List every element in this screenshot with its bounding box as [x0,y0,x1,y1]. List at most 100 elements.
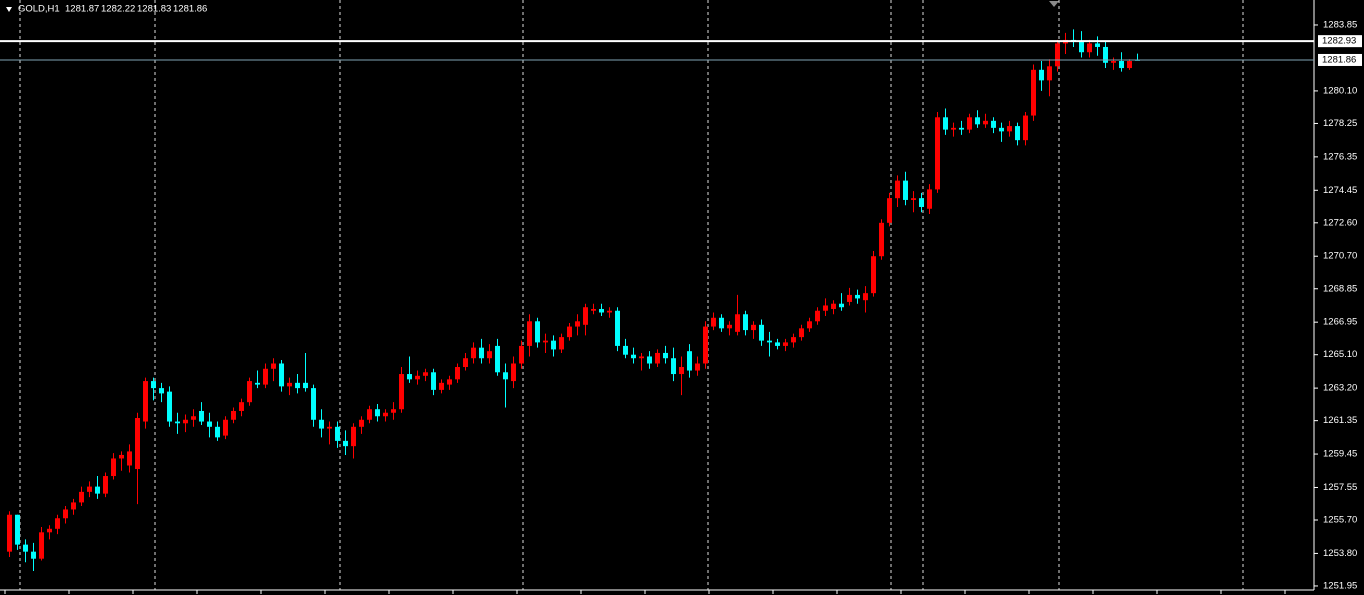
candle-body [175,421,180,424]
candle-body [439,382,444,390]
candle-body [367,409,372,420]
y-tick-label: 1283.85 [1323,19,1357,30]
y-tick-label: 1259.45 [1323,449,1357,460]
candle-body [1047,66,1052,81]
candle-body [239,402,244,411]
candle-body [431,372,436,390]
y-tick-label: 1265.10 [1323,349,1357,360]
candle-body [975,117,980,125]
candle-body [623,345,628,355]
candle-body [471,347,476,359]
candle-body [247,381,252,403]
candle-body [7,514,12,552]
candle-body [311,388,316,420]
candle-body [583,307,588,325]
candle-body [615,310,620,346]
candle-body [1119,61,1124,69]
symbol-label: GOLD,H1 [18,4,60,15]
candle-body [863,293,868,301]
candle-body [559,337,564,350]
candle-body [631,354,636,359]
candle-body [1095,43,1100,47]
candle-body [287,382,292,387]
candle-body [111,458,116,477]
candle-body [663,352,668,359]
candle-body [759,324,764,341]
candle-body [423,372,428,376]
y-tick-label: 1263.20 [1323,383,1357,394]
y-tick-label: 1274.45 [1323,185,1357,196]
candle-body [1023,115,1028,141]
candle-body [167,391,172,422]
candle-body [543,340,548,343]
open-value: 1281.87 [65,4,99,15]
candle-body [279,363,284,387]
candle-body [991,120,996,128]
ask-label: 1282.93 [1322,36,1356,47]
candle-body [463,358,468,368]
candle-body [183,419,188,424]
candle-body [815,310,820,322]
candle-body [87,486,92,492]
candle-body [71,502,76,510]
shift-marker [1049,1,1059,7]
candle-body [655,352,660,364]
candle-body [319,419,324,429]
candle-body [511,363,516,382]
bid-label-box [1318,53,1362,66]
candle-body [527,321,532,346]
candle-body [79,491,84,503]
y-tick-label: 1266.95 [1323,317,1357,328]
candle-body [303,382,308,389]
candle-body [895,180,900,199]
candle-body [823,305,828,311]
y-tick-label: 1268.85 [1323,283,1357,294]
candle-body [343,440,348,447]
candle-body [799,328,804,338]
candle-body [31,551,36,559]
candle-body [1103,46,1108,63]
candle-body [967,117,972,130]
candle-body [807,321,812,329]
candle-body [335,426,340,441]
candle-body [119,454,124,459]
candle-body [935,117,940,190]
candle-body [671,358,676,375]
candle-body [687,351,692,371]
high-value: 1282.22 [101,4,135,15]
candle-body [775,342,780,346]
candle-body [599,308,604,313]
candle-body [1127,61,1132,69]
candle-body [951,127,956,130]
ask-label-box [1318,35,1362,48]
candle-body [919,198,924,207]
candle-body [23,544,28,552]
candle-body [327,426,332,429]
candle-body [127,451,132,466]
candle-body [1111,61,1116,63]
candle-body [519,345,524,364]
candle-body [487,351,492,359]
y-tick-label: 1272.60 [1323,217,1357,228]
candle-body [391,409,396,413]
candle-body [791,337,796,343]
candle-body [455,367,460,380]
candle-body [415,375,420,380]
candle-body [959,127,964,130]
candle-body [831,303,836,309]
candle-body [255,382,260,385]
candle-body [39,532,44,559]
candle-body [63,509,68,519]
candle-body [47,528,52,533]
candle-body [847,294,852,302]
candle-body [551,340,556,350]
candle-body [911,198,916,200]
candle-body [271,363,276,369]
candle-body [703,326,708,364]
candle-body [735,314,740,332]
candle-body [903,180,908,200]
y-tick-label: 1278.25 [1323,118,1357,129]
menu-arrow[interactable] [6,7,12,12]
